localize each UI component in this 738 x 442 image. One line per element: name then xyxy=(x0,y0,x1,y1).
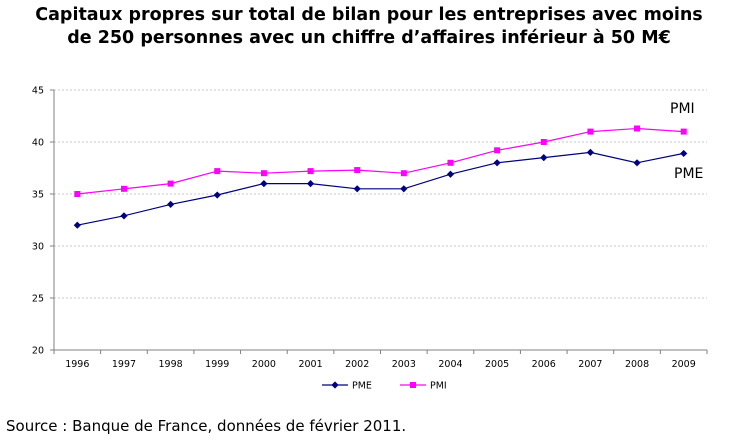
x-tick-label: 2004 xyxy=(438,359,462,370)
x-tick-label: 2007 xyxy=(578,359,602,370)
data-point-pmi xyxy=(447,159,454,166)
annotation-pme: PME xyxy=(674,166,703,182)
legend-marker-pme xyxy=(331,381,339,389)
x-tick-labels: 1996 1997 1998 1999 2000 2001 2002 2003 2004 2005… xyxy=(53,350,708,370)
chart-title: Capitaux propres sur total de bilan pour… xyxy=(0,4,738,50)
series-lines xyxy=(77,127,684,226)
y-tick-labels: 20 25 30 35 40 45 xyxy=(32,86,54,357)
data-point-pme xyxy=(167,200,175,208)
y-tick-label: 40 xyxy=(32,138,44,149)
legend-label-pmi: PMI xyxy=(430,381,447,392)
x-tick-label: 2006 xyxy=(532,359,556,370)
y-tick-label: 35 xyxy=(32,190,44,201)
data-point-pme xyxy=(353,185,361,193)
x-tick-label: 1998 xyxy=(159,359,183,370)
x-tick-label: 2002 xyxy=(345,359,369,370)
data-point-pme xyxy=(493,159,501,167)
series-line-pme xyxy=(77,151,684,226)
x-tick-label: 2003 xyxy=(392,359,416,370)
data-point-pmi xyxy=(74,191,81,197)
data-point-pme xyxy=(633,159,641,167)
chart-title-line-2: de 250 personnes avec un chiffre d’affai… xyxy=(67,28,671,48)
x-tick-label: 2009 xyxy=(672,359,696,370)
y-tick-label: 30 xyxy=(32,242,44,253)
data-point-pme xyxy=(586,148,594,156)
data-point-pme xyxy=(680,149,688,158)
y-tick-label: 20 xyxy=(32,346,44,357)
legend: PME PMI xyxy=(322,381,447,392)
data-point-pme xyxy=(73,221,81,229)
chart-title-line-1: Capitaux propres sur total de bilan pour… xyxy=(35,5,703,25)
plot-frame xyxy=(53,90,707,351)
x-tick-label: 2005 xyxy=(485,359,509,370)
data-point-pme xyxy=(213,191,221,199)
x-tick-label: 1999 xyxy=(205,359,229,370)
data-point-pmi xyxy=(167,180,174,187)
series-markers xyxy=(73,125,688,229)
data-point-pmi xyxy=(587,128,594,135)
x-tick-label: 1997 xyxy=(112,359,136,370)
source-note: Source : Banque de France, données de fé… xyxy=(6,417,407,435)
data-point-pme xyxy=(400,185,408,193)
data-point-pmi xyxy=(494,147,501,154)
x-tick-label: 1996 xyxy=(65,359,89,370)
data-point-pme xyxy=(120,212,128,220)
x-tick-label: 2000 xyxy=(252,359,276,370)
data-point-pme xyxy=(260,180,268,188)
annotation-pmi: PMI xyxy=(670,101,695,117)
data-point-pmi xyxy=(680,128,687,135)
data-point-pme xyxy=(540,154,548,162)
data-point-pmi xyxy=(307,168,314,175)
y-tick-label: 45 xyxy=(32,86,44,97)
data-point-pmi xyxy=(540,139,547,145)
data-point-pmi xyxy=(634,125,641,132)
data-point-pme xyxy=(306,180,315,188)
y-tick-label: 25 xyxy=(32,294,44,305)
grid-lines xyxy=(54,89,707,299)
series-line-pmi xyxy=(77,127,684,195)
data-point-pmi xyxy=(214,168,221,175)
data-point-pmi xyxy=(260,170,267,177)
data-point-pmi xyxy=(120,185,127,192)
x-tick-label: 2008 xyxy=(625,359,649,370)
data-point-pmi xyxy=(354,167,361,174)
x-tick-label: 2001 xyxy=(298,359,322,370)
legend-label-pme: PME xyxy=(352,381,372,392)
legend-marker-pmi xyxy=(410,382,416,388)
data-point-pmi xyxy=(400,170,407,177)
data-point-pme xyxy=(446,170,455,178)
